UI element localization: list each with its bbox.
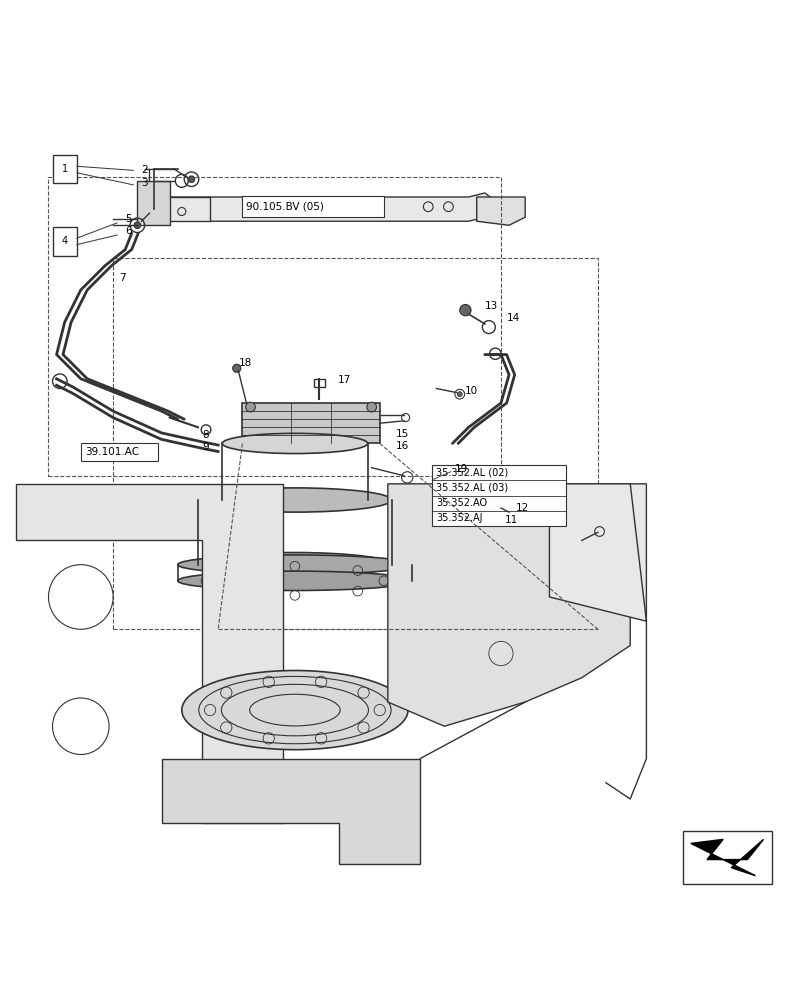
Text: 18: 18 [238, 358, 251, 368]
Polygon shape [162, 193, 501, 221]
Circle shape [246, 402, 255, 412]
Text: 4: 4 [61, 236, 68, 246]
Text: 10: 10 [465, 386, 478, 396]
Polygon shape [549, 484, 646, 621]
Circle shape [134, 222, 141, 229]
Polygon shape [242, 403, 380, 443]
Text: 5: 5 [125, 214, 132, 224]
Polygon shape [691, 839, 764, 876]
Ellipse shape [222, 490, 368, 510]
Circle shape [460, 304, 471, 316]
Circle shape [233, 364, 241, 372]
Ellipse shape [198, 553, 392, 577]
Ellipse shape [178, 555, 412, 574]
Text: 9: 9 [202, 442, 208, 452]
Text: 8: 8 [202, 430, 208, 440]
Bar [683, 831, 772, 884]
Ellipse shape [178, 571, 412, 590]
Polygon shape [477, 197, 525, 225]
Polygon shape [137, 181, 170, 225]
Text: 1: 1 [61, 164, 68, 174]
Bar [53, 227, 77, 256]
Text: 39.101.AC: 39.101.AC [85, 447, 139, 457]
Text: 13: 13 [485, 301, 498, 311]
Text: 11: 11 [505, 515, 518, 525]
Text: 14: 14 [507, 313, 520, 323]
Circle shape [457, 392, 462, 397]
Polygon shape [16, 484, 283, 823]
Text: 90.105.BV (05): 90.105.BV (05) [246, 202, 324, 212]
Text: 15: 15 [396, 429, 409, 439]
Text: 3: 3 [141, 178, 148, 188]
Bar [314, 379, 325, 387]
Bar [53, 155, 77, 183]
Text: 17: 17 [338, 375, 351, 385]
Circle shape [188, 176, 195, 182]
Text: 19: 19 [455, 464, 468, 474]
Bar [242, 196, 384, 217]
Bar [81, 443, 158, 461]
Bar [48, 177, 501, 476]
Bar [432, 465, 566, 526]
Ellipse shape [182, 670, 408, 750]
Text: 6: 6 [125, 226, 132, 236]
Polygon shape [145, 197, 210, 221]
Text: 35.352.AJ: 35.352.AJ [436, 513, 483, 523]
Text: 35.352.AL (02): 35.352.AL (02) [436, 468, 508, 478]
Text: 35.352.AL (03): 35.352.AL (03) [436, 483, 508, 493]
Bar [113, 258, 598, 629]
Text: 12: 12 [516, 503, 528, 513]
Circle shape [367, 402, 377, 412]
Text: 2: 2 [141, 165, 148, 175]
Text: 35.352.AO: 35.352.AO [436, 498, 487, 508]
Text: 7: 7 [120, 273, 126, 283]
Text: 16: 16 [396, 441, 409, 451]
Polygon shape [162, 759, 420, 864]
Polygon shape [388, 484, 630, 726]
Ellipse shape [222, 433, 368, 454]
Ellipse shape [198, 488, 392, 512]
